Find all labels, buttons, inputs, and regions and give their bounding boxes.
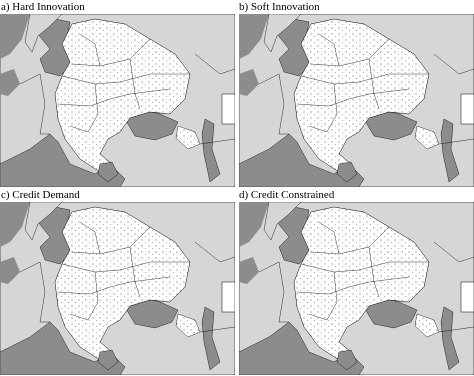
map	[239, 14, 474, 187]
panel: d) Credit Constrained	[239, 189, 474, 375]
panel-title: b) Soft Innovation	[239, 1, 320, 13]
panel-title: d) Credit Constrained	[239, 189, 335, 201]
panel-title: a) Hard Innovation	[1, 1, 85, 13]
map	[239, 202, 474, 375]
panel: a) Hard Innovation	[0, 1, 235, 187]
panel: c) Credit Demand	[0, 189, 235, 375]
panel: b) Soft Innovation	[239, 1, 474, 187]
panel-title: c) Credit Demand	[1, 189, 80, 201]
map	[0, 202, 235, 375]
map	[0, 14, 235, 187]
